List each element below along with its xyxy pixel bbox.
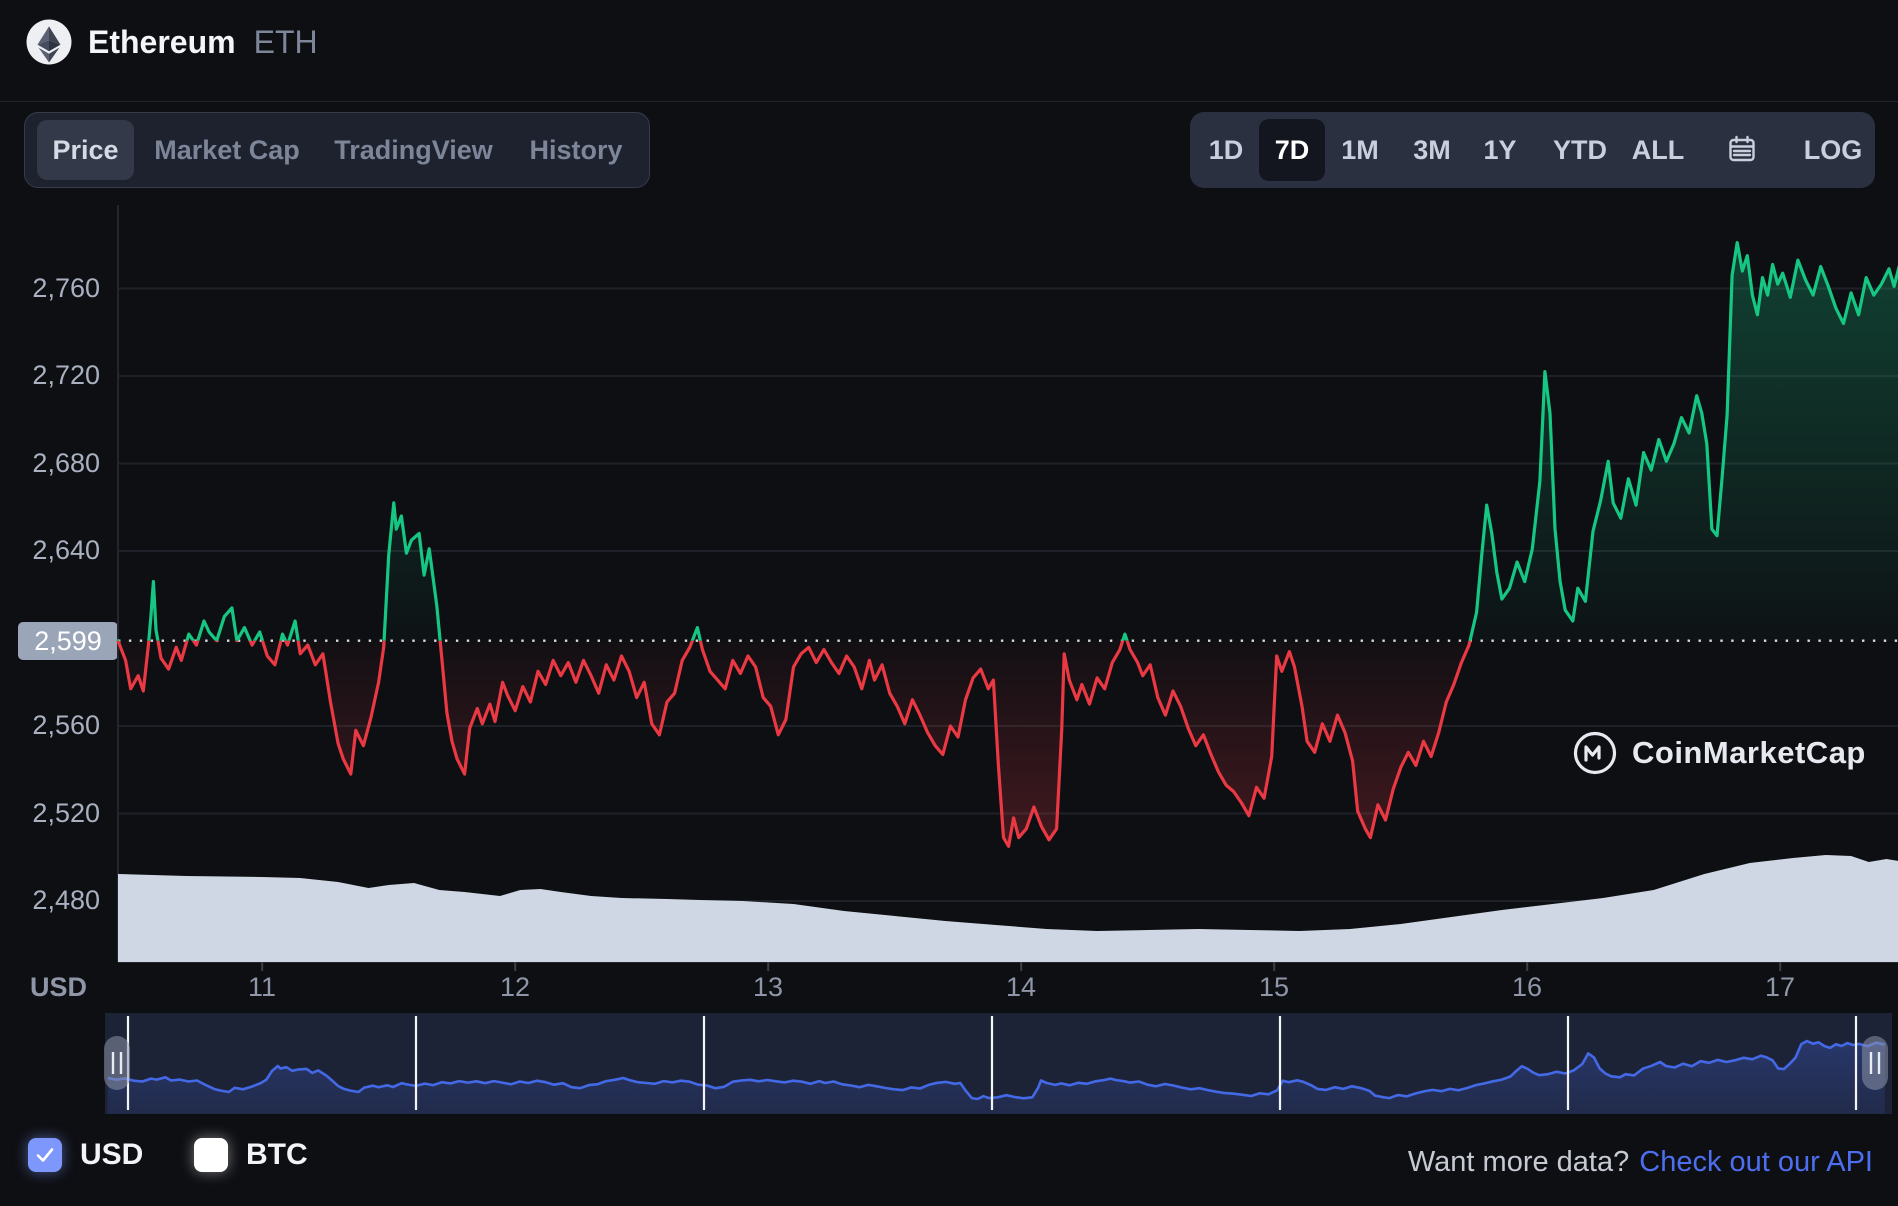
reference-price-chip: 2,599 xyxy=(18,622,118,660)
y-axis-label: 2,720 xyxy=(32,360,100,390)
range-1m[interactable]: 1M xyxy=(1330,119,1390,181)
x-axis-label: 13 xyxy=(752,972,784,1002)
y-axis-label: 2,680 xyxy=(32,448,100,478)
y-axis-label: 2,640 xyxy=(32,535,100,565)
btc-checkbox[interactable] xyxy=(194,1138,228,1172)
tab-price[interactable]: Price xyxy=(37,120,134,180)
x-axis-label: 15 xyxy=(1258,972,1290,1002)
navigator-handle-right[interactable] xyxy=(1862,1036,1888,1090)
tab-history[interactable]: History xyxy=(516,120,636,180)
usd-toggle-label: USD xyxy=(80,1138,144,1171)
range-ytd[interactable]: YTD xyxy=(1545,119,1615,181)
api-cta: Want more data? Check out our API xyxy=(1408,1146,1873,1179)
x-axis-unit-label: USD xyxy=(30,972,88,1002)
btc-toggle-label: BTC xyxy=(246,1138,308,1171)
coinmarketcap-logo-icon xyxy=(1572,730,1618,776)
x-axis-label: 14 xyxy=(1005,972,1037,1002)
y-axis-label: 2,760 xyxy=(32,273,100,303)
api-cta-link[interactable]: Check out our API xyxy=(1639,1146,1873,1178)
watermark-text: CoinMarketCap xyxy=(1632,735,1866,771)
x-axis-label: 16 xyxy=(1511,972,1543,1002)
navigator-handle-left[interactable] xyxy=(104,1036,130,1090)
range-1d[interactable]: 1D xyxy=(1196,119,1256,181)
range-all[interactable]: ALL xyxy=(1628,119,1688,181)
range-7d[interactable]: 7D xyxy=(1259,119,1325,181)
navigator-area xyxy=(107,1041,1885,1114)
y-axis-label: 2,520 xyxy=(32,798,100,828)
check-icon xyxy=(36,1148,54,1162)
y-axis-label: 2,480 xyxy=(32,885,100,915)
x-axis-label: 11 xyxy=(247,972,277,1002)
coin-header: Ethereum ETH xyxy=(26,16,318,68)
range-log-toggle[interactable]: LOG xyxy=(1800,119,1866,181)
navigator-line xyxy=(107,1039,1886,1101)
calendar-button[interactable] xyxy=(1712,119,1772,181)
chart-type-tabs: Price Market Cap TradingView History xyxy=(24,112,650,188)
volume-area xyxy=(118,855,1898,962)
range-1y[interactable]: 1Y xyxy=(1470,119,1530,181)
tab-tradingview[interactable]: TradingView xyxy=(331,120,496,180)
coinmarketcap-watermark: CoinMarketCap xyxy=(1572,728,1866,778)
price-line-down xyxy=(116,640,1472,848)
x-axis-label: 12 xyxy=(499,972,531,1002)
range-toolbar: 1D 7D 1M 3M 1Y YTD ALL LOG xyxy=(1190,112,1875,188)
usd-toggle[interactable]: USD xyxy=(28,1138,143,1172)
y-axis-label: 2,560 xyxy=(32,710,100,740)
price-area-below-open xyxy=(118,640,1471,847)
usd-checkbox[interactable] xyxy=(28,1138,62,1172)
range-3m[interactable]: 3M xyxy=(1402,119,1462,181)
header-divider xyxy=(0,101,1898,102)
price-line-up xyxy=(116,241,1898,641)
x-axis-label: 17 xyxy=(1764,972,1796,1002)
x-axis-ticks xyxy=(261,962,1782,971)
api-cta-text: Want more data? xyxy=(1407,1146,1630,1178)
ethereum-logo-icon xyxy=(26,19,72,65)
calendar-icon xyxy=(1727,134,1757,164)
btc-toggle[interactable]: BTC xyxy=(194,1138,308,1172)
coin-symbol: ETH xyxy=(253,23,318,60)
chart-plot-area[interactable] xyxy=(118,200,1898,962)
tab-market-cap[interactable]: Market Cap xyxy=(151,120,303,180)
coin-name: Ethereum xyxy=(88,23,236,60)
